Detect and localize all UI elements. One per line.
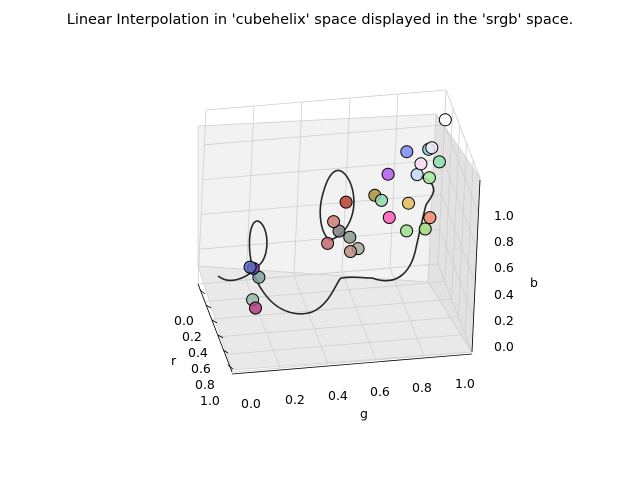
data-point <box>344 245 357 258</box>
gridline <box>204 281 445 302</box>
gridline <box>341 97 351 273</box>
z-axis-label: b <box>530 275 538 290</box>
chart-title: Linear Interpolation in 'cubehelix' spac… <box>67 12 574 28</box>
gridline <box>442 159 478 248</box>
gridline <box>389 267 425 357</box>
y-tick-label: 0.2 <box>285 392 305 407</box>
data-point <box>343 230 357 244</box>
gridline <box>205 89 447 111</box>
data-point <box>321 236 335 250</box>
gridline <box>445 89 481 179</box>
gridline <box>218 316 459 338</box>
data-point <box>418 222 432 236</box>
data-point <box>422 171 436 185</box>
gridline <box>444 124 479 213</box>
gridline <box>444 107 454 282</box>
data-point <box>425 141 439 155</box>
x-tick-label: 1.0 <box>200 393 220 408</box>
data-point <box>381 167 395 181</box>
z-tick-label: 0.0 <box>494 339 514 354</box>
gridline <box>245 105 255 281</box>
interpolation-curve <box>217 169 435 315</box>
data-point <box>243 260 257 274</box>
gridline <box>199 228 440 250</box>
z-tick-label: 1.0 <box>494 208 514 223</box>
y-tick-label: 1.0 <box>455 376 475 391</box>
x-tick-label: 0.0 <box>174 313 194 328</box>
data-points <box>243 113 452 315</box>
gridline <box>464 160 474 335</box>
data-point <box>432 155 446 169</box>
gridline <box>204 124 445 146</box>
z-tick-label: 0.6 <box>494 260 514 275</box>
gridline <box>211 298 452 320</box>
gridline <box>197 263 439 285</box>
data-point <box>375 193 388 207</box>
gridline <box>197 109 207 285</box>
gridline <box>389 93 399 269</box>
data-point <box>410 168 424 182</box>
data-point <box>249 301 262 315</box>
gridline <box>293 101 303 277</box>
data-point <box>339 195 353 209</box>
y-tick-label: 0.6 <box>370 384 390 399</box>
gridline <box>437 263 473 353</box>
x-axis-ticks: 0.0 0.2 0.4 0.6 0.8 1.0 <box>174 283 234 408</box>
x-tick-label: 0.6 <box>191 361 211 376</box>
gridline <box>439 229 474 318</box>
y-tick-label: 0.8 <box>412 380 432 395</box>
data-point <box>400 224 414 238</box>
z-tick-label: 0.4 <box>494 287 514 302</box>
y-tick-label: 0.4 <box>328 388 348 403</box>
z-axis-ticks: 0.0 0.2 0.4 0.6 0.8 1.0 <box>471 179 514 354</box>
data-point <box>327 215 341 229</box>
y-axis-label: g <box>360 406 368 421</box>
data-point <box>382 211 396 224</box>
gridline <box>458 142 467 317</box>
z-tick-label: 0.8 <box>494 234 514 249</box>
gridline <box>225 334 466 355</box>
x-axis-label: r <box>171 353 177 368</box>
axes-panes <box>197 112 481 371</box>
data-point <box>423 211 437 225</box>
gridline <box>202 159 443 180</box>
y-axis-ticks: 0.0 0.2 0.4 0.6 0.8 1.0 <box>231 353 475 411</box>
x-tick-label: 0.8 <box>195 377 215 392</box>
data-point <box>414 157 428 171</box>
gridline <box>293 275 329 365</box>
data-point <box>402 196 415 210</box>
gridline <box>231 351 473 373</box>
x-tick-label: 0.2 <box>182 329 202 344</box>
gridline <box>341 271 377 361</box>
gridline <box>451 125 460 300</box>
z-tick-label: 0.2 <box>494 313 514 328</box>
x-tick-label: 0.4 <box>188 345 208 360</box>
data-point <box>438 113 452 127</box>
y-tick-label: 0.0 <box>241 396 261 411</box>
gridline <box>440 194 476 283</box>
data-point <box>400 145 414 159</box>
